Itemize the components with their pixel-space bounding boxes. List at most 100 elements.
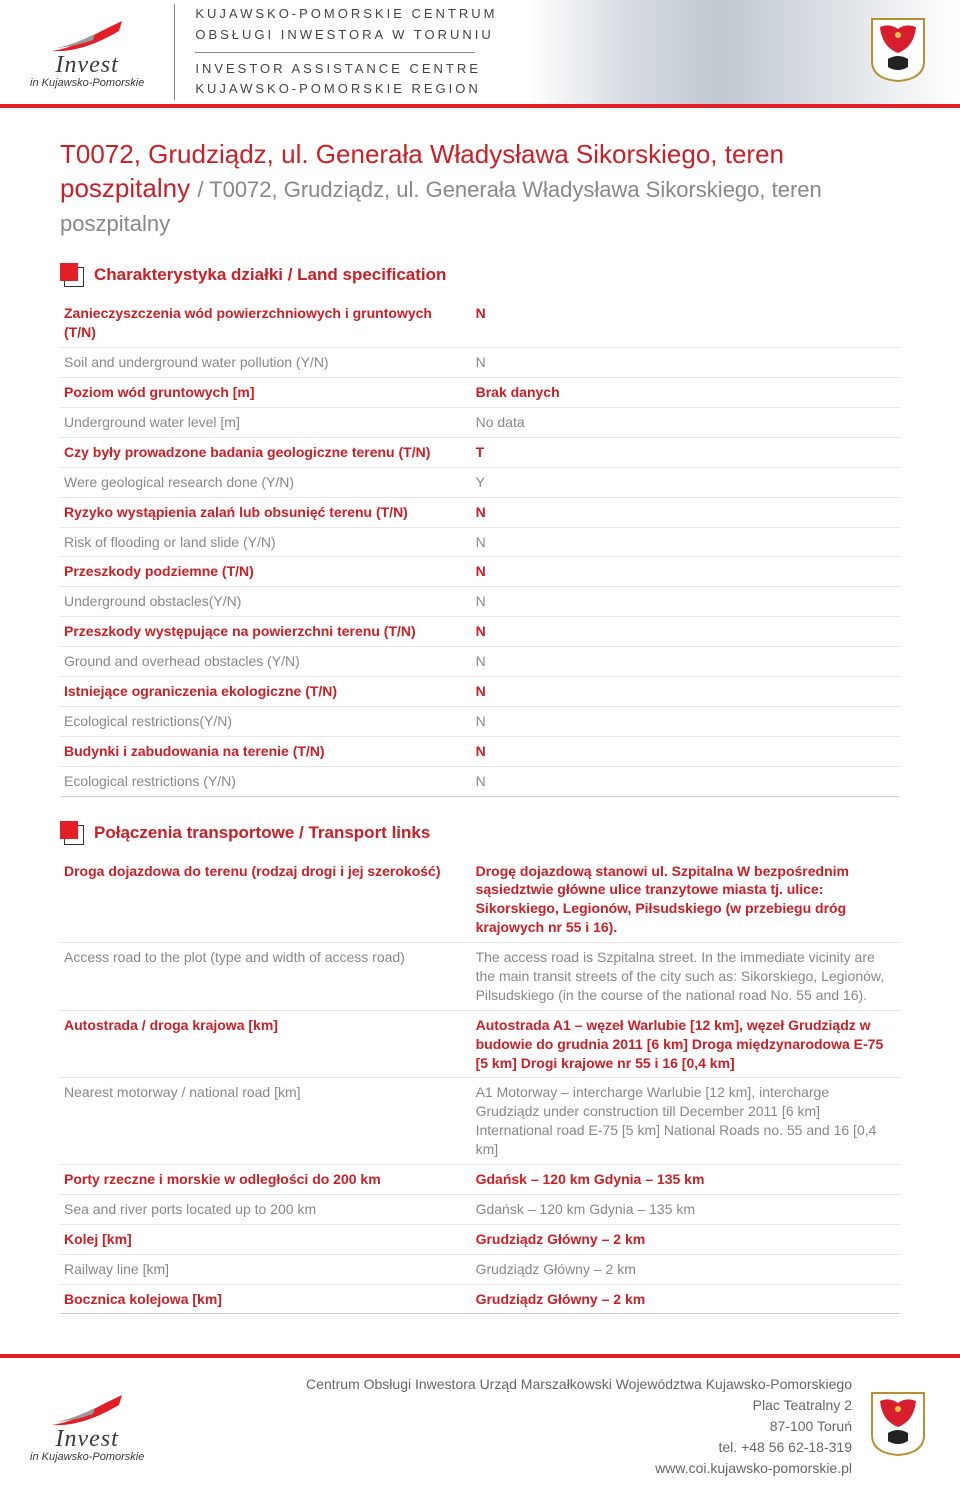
table-row: Budynki i zabudowania na terenie (T/N)N [60, 736, 900, 766]
label-pl: Przeszkody występujące na powierzchni te… [60, 617, 472, 647]
header-center-text: KUJAWSKO-POMORSKIE CENTRUM OBSŁUGI INWES… [174, 4, 497, 100]
table-row: Nearest motorway / national road [km]A1 … [60, 1078, 900, 1165]
logo-swoosh-icon [47, 1390, 127, 1430]
table-row: Czy były prowadzone badania geologiczne … [60, 437, 900, 467]
footer-text: Centrum Obsługi Inwestora Urząd Marszałk… [306, 1374, 852, 1479]
label-en: Ecological restrictions (Y/N) [60, 766, 472, 796]
land-spec-table: Zanieczyszczenia wód powierzchniowych i … [60, 299, 900, 796]
table-row: Przeszkody podziemne (T/N)N [60, 557, 900, 587]
label-pl: Ryzyko wystąpienia zalań lub obsunięć te… [60, 497, 472, 527]
value-en: N [472, 348, 900, 378]
value-pl: Brak danych [472, 378, 900, 408]
value-pl: Gdańsk – 120 km Gdynia – 135 km [472, 1165, 900, 1195]
value-pl: N [472, 299, 900, 347]
label-pl: Czy były prowadzone badania geologiczne … [60, 437, 472, 467]
value-en: N [472, 766, 900, 796]
value-pl: N [472, 617, 900, 647]
label-pl: Droga dojazdowa do terenu (rodzaj drogi … [60, 857, 472, 943]
value-pl: Grudziądz Główny – 2 km [472, 1224, 900, 1254]
value-en: The access road is Szpitalna street. In … [472, 943, 900, 1011]
table-row: Istniejące ograniczenia ekologiczne (T/N… [60, 676, 900, 706]
logo-subtext: in Kujawsko-Pomorskie [30, 1451, 144, 1463]
emblem-icon [870, 1391, 930, 1461]
value-en: A1 Motorway – intercharge Warlubie [12 k… [472, 1078, 900, 1165]
label-en: Ground and overhead obstacles (Y/N) [60, 647, 472, 677]
value-pl: Grudziądz Główny – 2 km [472, 1284, 900, 1314]
section-title: Charakterystyka działki / Land specifica… [94, 265, 446, 285]
table-row: Access road to the plot (type and width … [60, 943, 900, 1011]
center-line: KUJAWSKO-POMORSKIE REGION [195, 79, 497, 100]
table-row: Droga dojazdowa do terenu (rodzaj drogi … [60, 857, 900, 943]
footer-line: www.coi.kujawsko-pomorskie.pl [306, 1458, 852, 1479]
label-en: Risk of flooding or land slide (Y/N) [60, 527, 472, 557]
value-pl: Autostrada A1 – węzeł Warlubie [12 km], … [472, 1010, 900, 1078]
table-row: Ecological restrictions(Y/N)N [60, 706, 900, 736]
label-en: Underground water level [m] [60, 407, 472, 437]
table-row: Bocznica kolejowa [km]Grudziądz Główny –… [60, 1284, 900, 1314]
section-header: Połączenia transportowe / Transport link… [60, 821, 900, 845]
table-row: Underground water level [m]No data [60, 407, 900, 437]
value-en: Gdańsk – 120 km Gdynia – 135 km [472, 1194, 900, 1224]
page-header: Invest in Kujawsko-Pomorskie KUJAWSKO-PO… [0, 0, 960, 108]
table-row: Poziom wód gruntowych [m]Brak danych [60, 378, 900, 408]
page-footer: Invest in Kujawsko-Pomorskie Centrum Obs… [0, 1354, 960, 1494]
value-en: N [472, 587, 900, 617]
table-row: Ryzyko wystąpienia zalań lub obsunięć te… [60, 497, 900, 527]
center-line: INVESTOR ASSISTANCE CENTRE [195, 59, 497, 80]
value-pl: N [472, 557, 900, 587]
label-en: Ecological restrictions(Y/N) [60, 706, 472, 736]
section-title: Połączenia transportowe / Transport link… [94, 823, 430, 843]
table-row: Zanieczyszczenia wód powierzchniowych i … [60, 299, 900, 347]
label-pl: Porty rzeczne i morskie w odległości do … [60, 1165, 472, 1195]
table-row: Kolej [km]Grudziądz Główny – 2 km [60, 1224, 900, 1254]
value-en: N [472, 706, 900, 736]
value-pl: Drogę dojazdową stanowi ul. Szpitalna W … [472, 857, 900, 943]
value-en: Y [472, 467, 900, 497]
emblem-icon [870, 17, 930, 87]
value-pl: N [472, 497, 900, 527]
logo-subtext: in Kujawsko-Pomorskie [30, 77, 144, 89]
section-header: Charakterystyka działki / Land specifica… [60, 263, 900, 287]
table-row: Ground and overhead obstacles (Y/N)N [60, 647, 900, 677]
label-en: Soil and underground water pollution (Y/… [60, 348, 472, 378]
center-line: OBSŁUGI INWESTORA W TORUNIU [195, 25, 497, 46]
label-pl: Budynki i zabudowania na terenie (T/N) [60, 736, 472, 766]
center-line: KUJAWSKO-POMORSKIE CENTRUM [195, 4, 497, 25]
label-en: Railway line [km] [60, 1254, 472, 1284]
table-row: Sea and river ports located up to 200 km… [60, 1194, 900, 1224]
divider [195, 52, 475, 53]
table-row: Underground obstacles(Y/N)N [60, 587, 900, 617]
footer-line: Centrum Obsługi Inwestora Urząd Marszałk… [306, 1374, 852, 1395]
label-en: Underground obstacles(Y/N) [60, 587, 472, 617]
square-icon [60, 263, 84, 287]
label-pl: Przeszkody podziemne (T/N) [60, 557, 472, 587]
logo-swoosh-icon [47, 16, 127, 56]
value-en: No data [472, 407, 900, 437]
footer-line: 87-100 Toruń [306, 1416, 852, 1437]
value-pl: N [472, 736, 900, 766]
page-title: T0072, Grudziądz, ul. Generała Władysław… [60, 138, 900, 239]
label-pl: Bocznica kolejowa [km] [60, 1284, 472, 1314]
label-en: Access road to the plot (type and width … [60, 943, 472, 1011]
table-row: Przeszkody występujące na powierzchni te… [60, 617, 900, 647]
label-pl: Autostrada / droga krajowa [km] [60, 1010, 472, 1078]
square-icon [60, 821, 84, 845]
label-pl: Poziom wód gruntowych [m] [60, 378, 472, 408]
table-row: Were geological research done (Y/N)Y [60, 467, 900, 497]
transport-table: Droga dojazdowa do terenu (rodzaj drogi … [60, 857, 900, 1315]
table-row: Soil and underground water pollution (Y/… [60, 348, 900, 378]
value-en: N [472, 647, 900, 677]
label-pl: Zanieczyszczenia wód powierzchniowych i … [60, 299, 472, 347]
label-pl: Istniejące ograniczenia ekologiczne (T/N… [60, 676, 472, 706]
footer-line: tel. +48 56 62-18-319 [306, 1437, 852, 1458]
value-pl: N [472, 676, 900, 706]
value-en: N [472, 527, 900, 557]
value-pl: T [472, 437, 900, 467]
label-en: Sea and river ports located up to 200 km [60, 1194, 472, 1224]
table-row: Ecological restrictions (Y/N)N [60, 766, 900, 796]
content: T0072, Grudziądz, ul. Generała Władysław… [0, 108, 960, 1354]
label-en: Were geological research done (Y/N) [60, 467, 472, 497]
label-en: Nearest motorway / national road [km] [60, 1078, 472, 1165]
footer-logo: Invest in Kujawsko-Pomorskie [30, 1390, 144, 1463]
table-row: Autostrada / droga krajowa [km]Autostrad… [60, 1010, 900, 1078]
